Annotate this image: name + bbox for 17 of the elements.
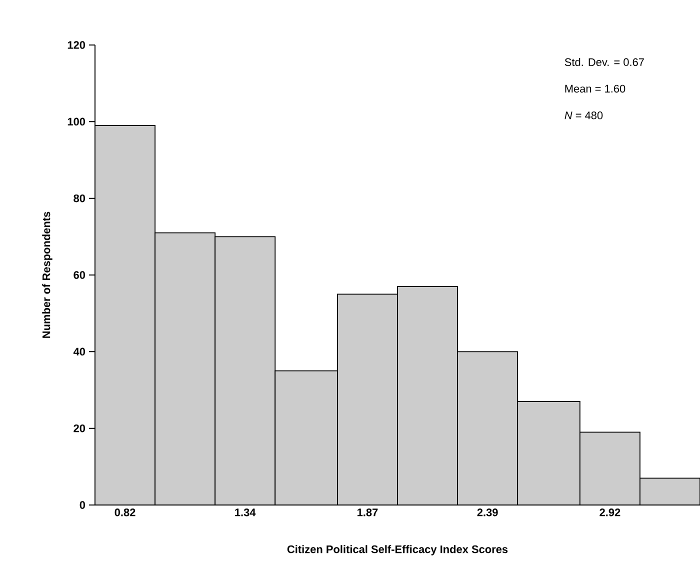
y-tick-label: 20 <box>74 424 86 432</box>
annotation: Std. Dev. = 0.67 <box>564 58 644 66</box>
y-tick-label: 80 <box>74 194 86 202</box>
y-tick-label: 60 <box>74 271 86 279</box>
annotation: N = 480 <box>564 112 603 120</box>
annotation: Mean = 1.60 <box>565 84 626 93</box>
x-tick-label: 0.82 <box>114 508 136 516</box>
y-tick-label: 100 <box>68 118 86 126</box>
x-tick-label: 2.92 <box>600 508 620 516</box>
y-tick-label: 0 <box>80 501 86 509</box>
y-tick-label: 120 <box>68 41 86 49</box>
x-tick-label: 1.87 <box>358 508 378 516</box>
x-axis-title: Citizen Political Self-Efficacy Index Scores <box>287 545 508 556</box>
x-tick-label: 2.39 <box>477 508 498 516</box>
y-tick-label: 40 <box>73 348 86 356</box>
x-tick-label: 1.34 <box>235 508 256 516</box>
y-axis-title: Number of Respondents <box>42 212 52 338</box>
